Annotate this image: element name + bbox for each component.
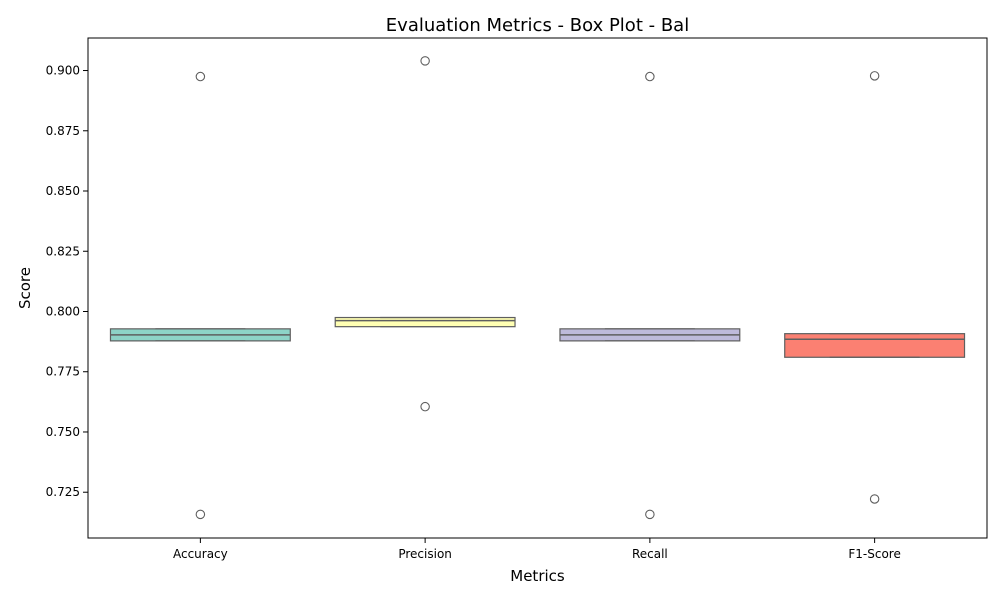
box-group-precision: [334, 56, 516, 412]
x-tick-label: Precision: [398, 547, 452, 561]
y-tick-label: 0.800: [46, 304, 80, 318]
y-tick-label: 0.875: [46, 124, 80, 138]
x-tick-label: Accuracy: [173, 547, 228, 561]
x-tick-label: Recall: [632, 547, 668, 561]
axes: 0.725 0.750 0.775 0.800 0.825 0.850 0.875 0.900…: [46, 37, 988, 561]
outlier-point: [420, 56, 430, 66]
y-tick-label: 0.900: [46, 64, 80, 78]
plot-area: [109, 56, 966, 520]
box-group-accuracy: [109, 71, 291, 520]
plot-frame: [87, 37, 988, 539]
box-group-f1-score: [784, 71, 966, 504]
outlier-point: [869, 494, 880, 504]
box-precision: [334, 316, 516, 328]
y-tick-label: 0.775: [46, 365, 80, 379]
y-tick-label: 0.725: [46, 485, 80, 499]
chart-title: Evaluation Metrics - Box Plot - Bal: [386, 15, 689, 36]
y-tick-label: 0.825: [46, 244, 80, 258]
outlier-point: [645, 71, 655, 82]
outlier-point: [195, 509, 206, 520]
outlier-point: [195, 71, 206, 82]
x-axis-title: Metrics: [510, 567, 565, 585]
box-f1-score: [784, 333, 966, 358]
y-axis-title: Score: [16, 267, 34, 309]
outlier-point: [420, 401, 430, 412]
box-group-recall: [559, 71, 741, 520]
y-tick-label: 0.750: [46, 425, 80, 439]
outlier-point: [869, 71, 880, 81]
y-tick-label: 0.850: [46, 184, 80, 198]
x-tick-label: F1-Score: [848, 547, 900, 561]
outlier-point: [645, 509, 655, 520]
